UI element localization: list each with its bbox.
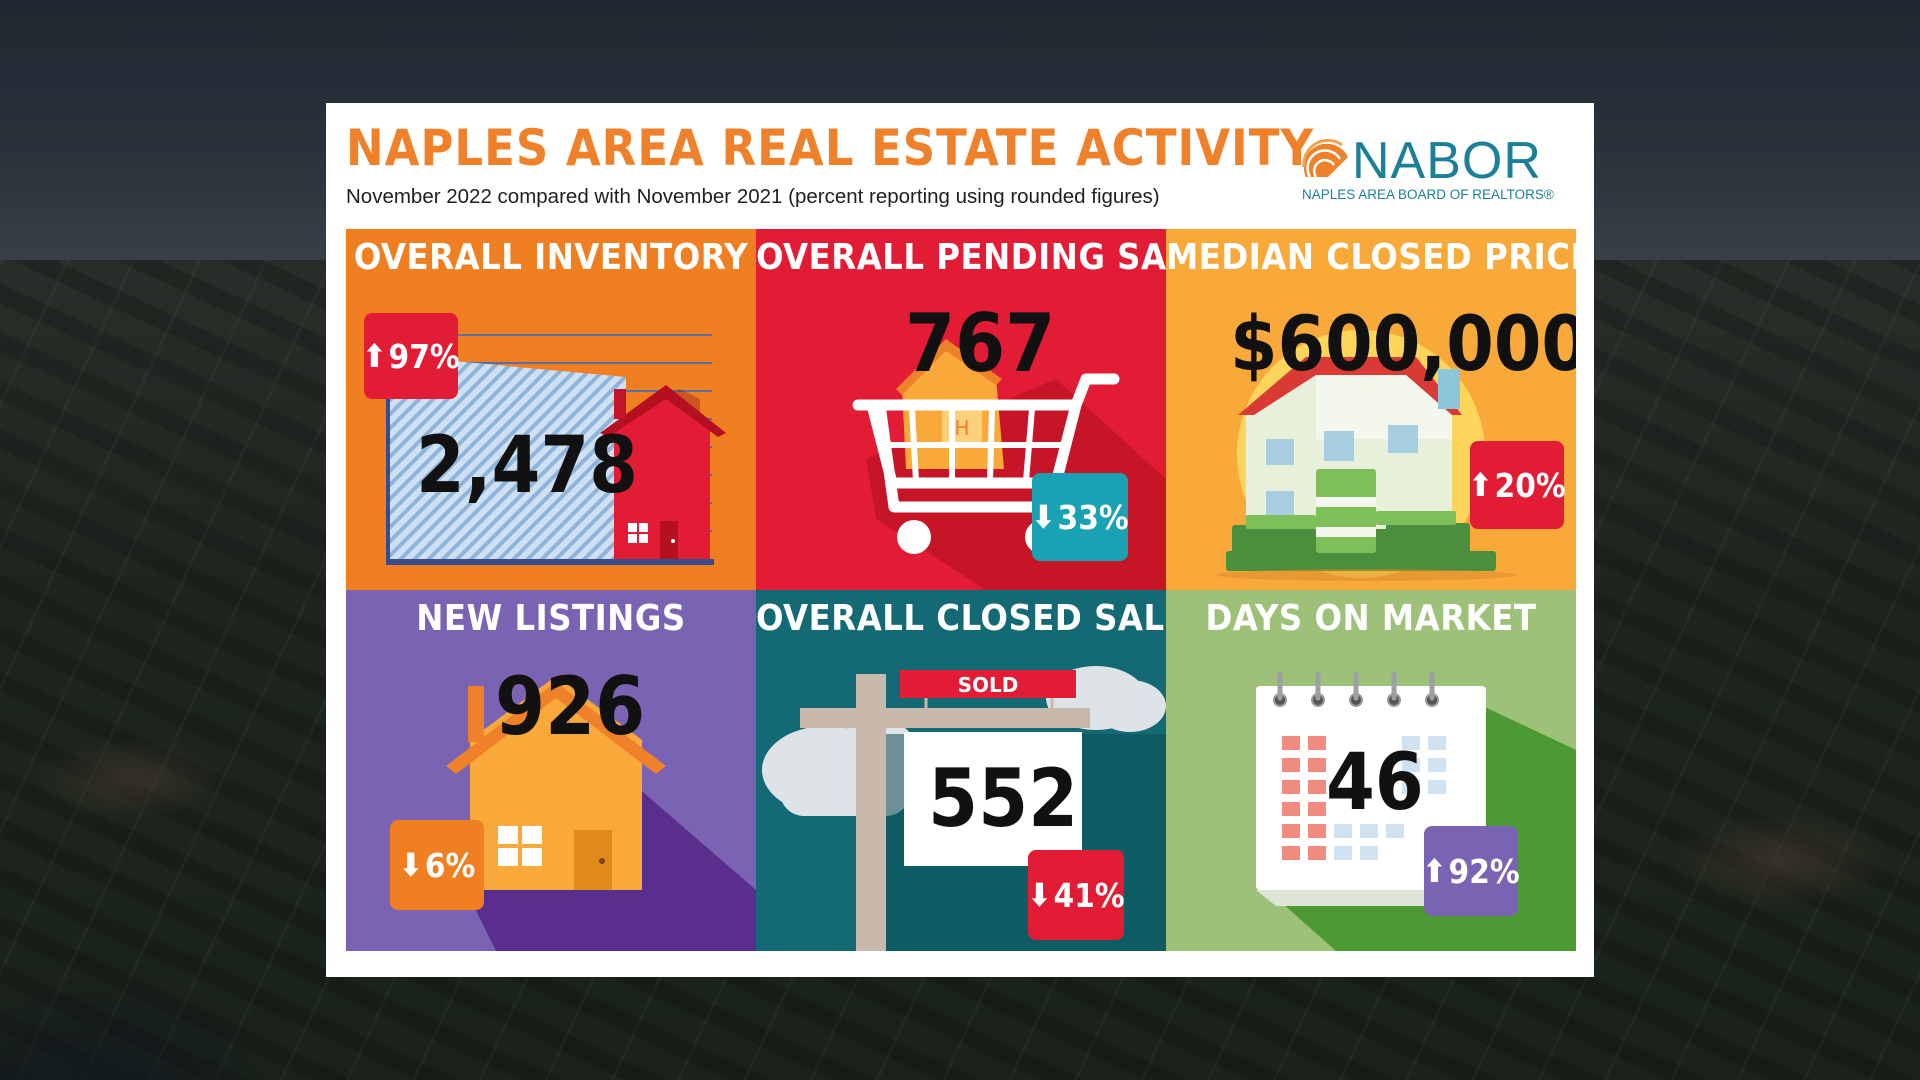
house-chart-icon: [386, 334, 726, 565]
tile-title: MEDIAN CLOSED PRICE: [1166, 237, 1576, 278]
tile-days-on-market: DAYS ON MARKET 46 ⬆ 92%: [1166, 590, 1576, 951]
pending-value: 767: [905, 297, 1056, 390]
pending-change-badge: ⬇ 33%: [1031, 473, 1129, 561]
days-value: 46: [1326, 738, 1424, 828]
badge-value: 97%: [388, 336, 460, 376]
median-value: $600,000: [1230, 299, 1576, 388]
inventory-value: 2,478: [416, 421, 638, 511]
house-icon: [446, 676, 756, 951]
tile-title: OVERALL INVENTORY: [353, 237, 749, 278]
closed-change-badge: ⬇ 41%: [1027, 850, 1125, 940]
tile-title: OVERALL CLOSED SALES: [756, 598, 1166, 639]
arrow-up-icon: ⬆: [362, 337, 387, 375]
closed-value: 552: [928, 752, 1079, 845]
badge-value: 92%: [1448, 851, 1520, 891]
tile-title: DAYS ON MARKET: [1205, 598, 1537, 639]
tile-median-closed-price: MEDIAN CLOSED PRICE $600,000 ⬆ 20%: [1166, 229, 1576, 590]
tile-overall-closed-sales: SOLD OVERALL CLOSED SALES 552 ⬇ 41%: [756, 590, 1166, 951]
badge-value: 33%: [1057, 497, 1129, 537]
stats-grid: OVERALL INVENTORY 2,478 ⬆ 97% H: [346, 229, 1576, 952]
infographic-card: NAPLES AREA REAL ESTATE ACTIVITY Novembe…: [326, 103, 1594, 977]
tile-new-listings: NEW LISTINGS 926 ⬇ 6%: [346, 590, 756, 951]
house-money-icon: [1216, 330, 1516, 581]
listings-change-badge: ⬇ 6%: [390, 820, 484, 910]
sign-label: SOLD: [958, 673, 1019, 697]
arrow-down-icon: ⬇: [1027, 876, 1052, 914]
page-subtitle: November 2022 compared with November 202…: [346, 185, 1160, 208]
days-change-badge: ⬆ 92%: [1422, 826, 1520, 916]
logo-wordmark: NABOR: [1352, 132, 1542, 190]
inventory-change-badge: ⬆ 97%: [362, 313, 460, 399]
shell-logo-icon: [1302, 138, 1348, 178]
median-change-badge: ⬆ 20%: [1468, 441, 1566, 529]
arrow-down-icon: ⬇: [398, 846, 423, 884]
arrow-up-icon: ⬆: [1422, 852, 1447, 890]
arrow-up-icon: ⬆: [1468, 466, 1493, 504]
badge-value: 6%: [424, 845, 476, 885]
badge-value: 41%: [1053, 875, 1125, 915]
tile-overall-inventory: OVERALL INVENTORY 2,478 ⬆ 97%: [346, 229, 756, 590]
arrow-down-icon: ⬇: [1031, 498, 1056, 536]
badge-value: 20%: [1494, 465, 1566, 505]
listings-value: 926: [495, 660, 646, 753]
tile-overall-pending-sales: H OVERALL PENDING SALES 767: [756, 229, 1166, 590]
tile-title: OVERALL PENDING SALES: [756, 237, 1166, 278]
page-title: NAPLES AREA REAL ESTATE ACTIVITY: [346, 119, 1315, 177]
tile-title: NEW LISTINGS: [416, 598, 686, 639]
logo-tagline: NAPLES AREA BOARD OF REALTORS®: [1302, 187, 1554, 202]
nabor-logo: NABOR NAPLES AREA BOARD OF REALTORS®: [1302, 132, 1574, 205]
svg-text:H: H: [954, 416, 969, 440]
